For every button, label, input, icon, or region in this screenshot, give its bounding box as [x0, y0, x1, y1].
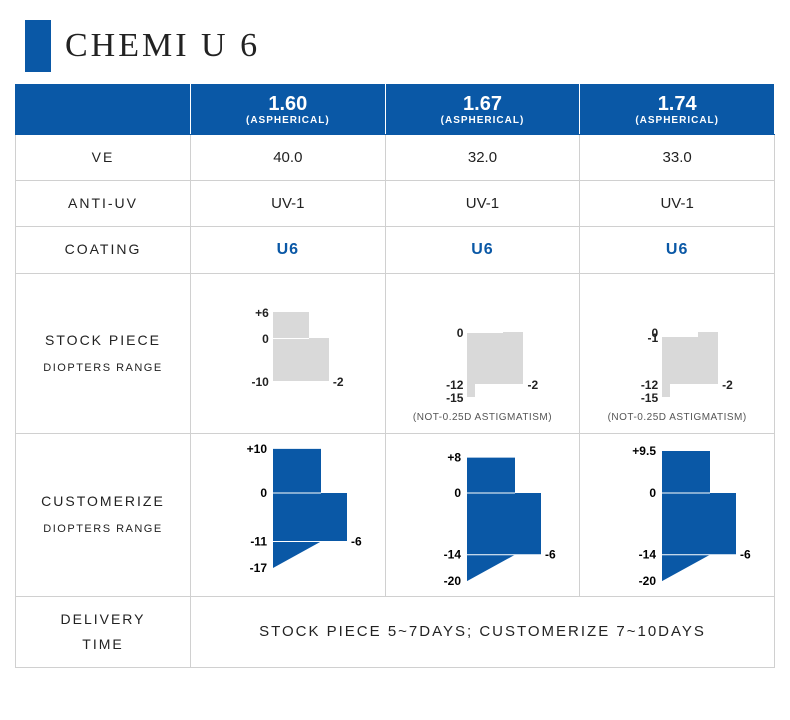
- label-sub: DIOPTERS RANGE: [20, 520, 186, 540]
- header-col-3: 1.74 (ASPHERICAL): [580, 85, 775, 135]
- row-custom: CUSTOMERIZE DIOPTERS RANGE +100-11-17-6 …: [16, 433, 775, 596]
- col-index: 1.67: [463, 93, 502, 115]
- stock-chart-3: -15-10-12-2(NOT-0.25D ASTIGMATISM): [580, 273, 775, 433]
- svg-text:+10: +10: [246, 441, 267, 455]
- label-main: CUSTOMERIZE: [41, 493, 165, 509]
- stock-chart-1: +60-10-2: [191, 273, 386, 433]
- custom-chart-svg: +8 0 -14 -20 -6: [397, 440, 567, 590]
- cell: U6: [385, 227, 580, 273]
- svg-text:-20: -20: [444, 574, 462, 588]
- label-main: STOCK PIECE: [45, 332, 161, 348]
- cell: UV-1: [385, 181, 580, 227]
- cell: U6: [191, 227, 386, 273]
- title-accent-bar: [25, 20, 51, 72]
- delivery-text: STOCK PIECE 5~7DAYS; CUSTOMERIZE 7~10DAY…: [191, 596, 775, 667]
- cell: 32.0: [385, 135, 580, 181]
- custom-chart-svg: +9.5 0 -14 -20 -6: [592, 440, 762, 590]
- svg-text:-20: -20: [639, 574, 657, 588]
- row-ve: VE 40.0 32.0 33.0: [16, 135, 775, 181]
- custom-chart-svg: +10 0 -11 -17 -6: [203, 440, 373, 590]
- row-label: CUSTOMERIZE DIOPTERS RANGE: [16, 433, 191, 596]
- svg-text:+9.5: +9.5: [632, 444, 656, 458]
- svg-text:+8: +8: [448, 450, 462, 464]
- header-empty: [16, 85, 191, 135]
- custom-chart-1: +10 0 -11 -17 -6: [191, 433, 386, 596]
- col-type: (ASPHERICAL): [584, 115, 770, 126]
- row-label: DELIVERY TIME: [16, 596, 191, 667]
- delivery-label-2: TIME: [82, 636, 123, 652]
- cell: UV-1: [580, 181, 775, 227]
- svg-text:-14: -14: [444, 547, 462, 561]
- row-coating: COATING U6 U6 U6: [16, 227, 775, 273]
- row-label: ANTI-UV: [16, 181, 191, 227]
- custom-chart-2: +8 0 -14 -20 -6: [385, 433, 580, 596]
- page-title: CHEMI U 6: [65, 27, 260, 65]
- header-col-2: 1.67 (ASPHERICAL): [385, 85, 580, 135]
- svg-text:-11: -11: [250, 534, 267, 548]
- delivery-label-1: DELIVERY: [61, 611, 146, 627]
- custom-chart-3: +9.5 0 -14 -20 -6: [580, 433, 775, 596]
- col-type: (ASPHERICAL): [390, 115, 576, 126]
- row-label: COATING: [16, 227, 191, 273]
- chart-note: (NOT-0.25D ASTIGMATISM): [584, 412, 770, 423]
- col-index: 1.74: [658, 93, 697, 115]
- header-col-1: 1.60 (ASPHERICAL): [191, 85, 386, 135]
- page-title-row: CHEMI U 6: [15, 20, 775, 72]
- row-antiuv: ANTI-UV UV-1 UV-1 UV-1: [16, 181, 775, 227]
- cell: 33.0: [580, 135, 775, 181]
- svg-text:-17: -17: [249, 561, 267, 575]
- row-label: STOCK PIECE DIOPTERS RANGE: [16, 273, 191, 433]
- label-sub: DIOPTERS RANGE: [20, 359, 186, 379]
- lens-spec-table: 1.60 (ASPHERICAL) 1.67 (ASPHERICAL) 1.74…: [15, 84, 775, 668]
- svg-text:-6: -6: [545, 547, 556, 561]
- svg-text:0: 0: [455, 486, 462, 500]
- chart-note: (NOT-0.25D ASTIGMATISM): [390, 412, 576, 423]
- svg-text:-6: -6: [740, 547, 751, 561]
- svg-text:0: 0: [649, 486, 656, 500]
- cell: U6: [580, 227, 775, 273]
- row-delivery: DELIVERY TIME STOCK PIECE 5~7DAYS; CUSTO…: [16, 596, 775, 667]
- row-stock: STOCK PIECE DIOPTERS RANGE +60-10-2 -150…: [16, 273, 775, 433]
- svg-text:-14: -14: [639, 547, 657, 561]
- col-index: 1.60: [268, 93, 307, 115]
- stock-chart-2: -150-12-2(NOT-0.25D ASTIGMATISM): [385, 273, 580, 433]
- cell: 40.0: [191, 135, 386, 181]
- table-header-row: 1.60 (ASPHERICAL) 1.67 (ASPHERICAL) 1.74…: [16, 85, 775, 135]
- svg-text:-6: -6: [351, 534, 362, 548]
- cell: UV-1: [191, 181, 386, 227]
- row-label: VE: [16, 135, 191, 181]
- svg-text:0: 0: [260, 486, 267, 500]
- col-type: (ASPHERICAL): [195, 115, 381, 126]
